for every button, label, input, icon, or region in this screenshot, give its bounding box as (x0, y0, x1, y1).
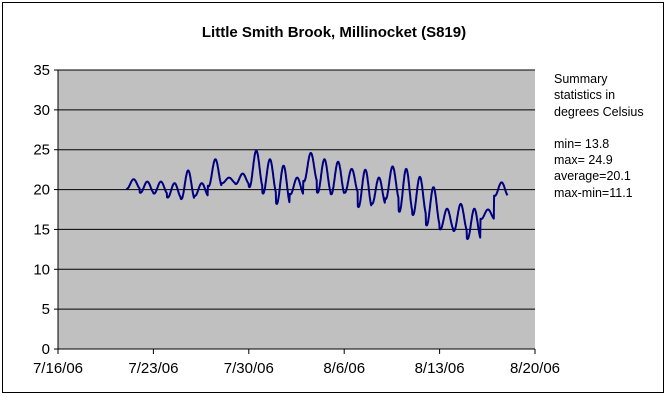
y-tick-label: 30 (33, 102, 50, 119)
y-tick-label: 35 (33, 62, 50, 79)
summary-heading-line-1: Summary (554, 72, 608, 86)
x-tick-label: 7/16/06 (33, 360, 83, 377)
x-tick-label: 8/20/06 (510, 360, 560, 377)
y-tick-label: 15 (33, 221, 50, 238)
x-tick-label: 8/6/06 (323, 360, 365, 377)
y-tick-label: 25 (33, 142, 50, 159)
y-tick-label: 5 (42, 301, 50, 318)
plot-area (58, 70, 535, 349)
series-line (125, 149, 509, 240)
summary-heading-line-3: degrees Celsius (554, 104, 644, 119)
summary-max: max= 24.9 (554, 153, 613, 168)
y-tick-label: 20 (33, 182, 50, 199)
chart-title: Little Smith Brook, Millinocket (S819) (201, 24, 467, 41)
x-tick-label: 7/30/06 (224, 360, 274, 377)
summary-average: average=20.1 (554, 169, 631, 184)
y-tick-label: 0 (42, 341, 50, 358)
summary-min: min= 13.8 (554, 136, 610, 151)
y-tick-label: 10 (33, 261, 50, 278)
x-tick-label: 8/13/06 (415, 360, 465, 377)
summary-heading-line-2: statistics in (554, 88, 616, 103)
summary-statistics: Summary statistics in degrees Celsius mi… (554, 71, 644, 201)
summary-range: max-min=11.1 (554, 185, 633, 200)
x-tick-label: 7/23/06 (128, 360, 178, 377)
